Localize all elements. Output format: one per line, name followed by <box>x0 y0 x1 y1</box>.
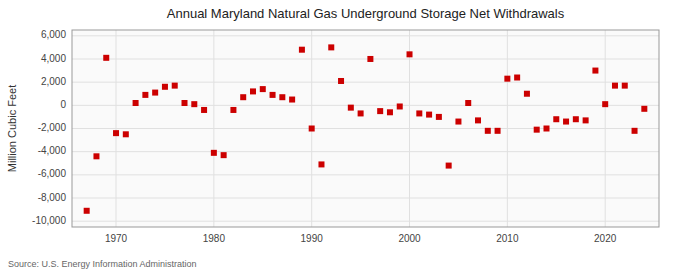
point <box>377 108 383 114</box>
x-grid-line <box>507 30 508 227</box>
y-grid-line <box>72 82 659 83</box>
point <box>93 153 99 159</box>
point <box>534 127 540 133</box>
source-note: Source: U.S. Energy Information Administ… <box>8 259 197 269</box>
point <box>367 56 373 62</box>
y-grid-line <box>72 128 659 129</box>
point <box>152 90 158 96</box>
point <box>309 126 315 132</box>
y-axis-label: Million Cubic Feet <box>6 85 18 172</box>
y-grid-line <box>72 198 659 199</box>
ticks: -10,000 -8,000 -6,000 -4,000 -2,000 0 2,000 4,0… <box>32 29 617 244</box>
point <box>133 100 139 106</box>
y-tick-label: 2,000 <box>41 76 66 87</box>
point <box>543 126 549 132</box>
title: Annual Maryland Natural Gas Underground … <box>167 6 565 21</box>
point <box>495 128 501 134</box>
point <box>328 44 334 50</box>
x-tick-label: 2010 <box>496 233 519 244</box>
y-tick-label: 4,000 <box>41 53 66 64</box>
point <box>103 55 109 61</box>
point <box>201 107 207 113</box>
point <box>162 84 168 90</box>
point <box>641 106 647 112</box>
point <box>465 100 471 106</box>
point <box>397 103 403 109</box>
point <box>553 116 559 122</box>
point <box>240 94 246 100</box>
point <box>113 130 119 136</box>
point <box>504 76 510 82</box>
point <box>622 83 628 89</box>
point <box>358 110 364 116</box>
point <box>426 112 432 118</box>
point <box>592 68 598 74</box>
chart: -10,000 -8,000 -6,000 -4,000 -2,000 0 2,000 4,0… <box>0 0 675 275</box>
point <box>446 163 452 169</box>
y-tick-label: -8,000 <box>38 192 67 203</box>
y-grid-line <box>72 221 659 222</box>
plot-frame <box>72 30 659 227</box>
point <box>455 119 461 125</box>
point <box>142 92 148 98</box>
points <box>84 44 648 213</box>
y-grid-line <box>72 35 659 36</box>
x-tick-label: 1990 <box>301 233 324 244</box>
point <box>250 88 256 94</box>
x-tick-label: 2000 <box>398 233 421 244</box>
point <box>182 100 188 106</box>
x-tick-label: 2020 <box>594 233 617 244</box>
point <box>563 119 569 125</box>
y-grid-line <box>72 151 659 152</box>
point <box>279 94 285 100</box>
point <box>524 91 530 97</box>
point <box>172 83 178 89</box>
point <box>612 83 618 89</box>
point <box>338 78 344 84</box>
y-tick-label: 6,000 <box>41 29 66 40</box>
point <box>387 109 393 115</box>
x-grid-line <box>116 30 117 227</box>
x-grid-line <box>409 30 410 227</box>
point <box>407 51 413 57</box>
y-tick-label: -6,000 <box>38 168 67 179</box>
point <box>318 161 324 167</box>
point <box>632 128 638 134</box>
point <box>475 117 481 123</box>
point <box>583 117 589 123</box>
y-tick-label: -2,000 <box>38 122 67 133</box>
plot-background <box>72 30 659 227</box>
point <box>211 150 217 156</box>
point <box>230 107 236 113</box>
y-tick-label: 0 <box>60 99 66 110</box>
point <box>573 116 579 122</box>
point <box>602 101 608 107</box>
y-grid-line <box>72 58 659 59</box>
point <box>260 86 266 92</box>
grid <box>72 30 659 227</box>
x-tick-label: 1970 <box>105 233 128 244</box>
x-grid-line <box>605 30 606 227</box>
point <box>270 92 276 98</box>
point <box>221 152 227 158</box>
point <box>416 110 422 116</box>
point <box>436 114 442 120</box>
y-tick-label: -10,000 <box>32 215 66 226</box>
point <box>84 208 90 214</box>
point <box>191 101 197 107</box>
point <box>348 105 354 111</box>
point <box>123 131 129 137</box>
y-grid-line <box>72 105 659 106</box>
x-grid-line <box>213 30 214 227</box>
point <box>289 97 295 103</box>
x-tick-label: 1980 <box>203 233 226 244</box>
point <box>514 75 520 81</box>
point <box>485 128 491 134</box>
point <box>299 47 305 53</box>
y-tick-label: -4,000 <box>38 145 67 156</box>
y-grid-line <box>72 174 659 175</box>
